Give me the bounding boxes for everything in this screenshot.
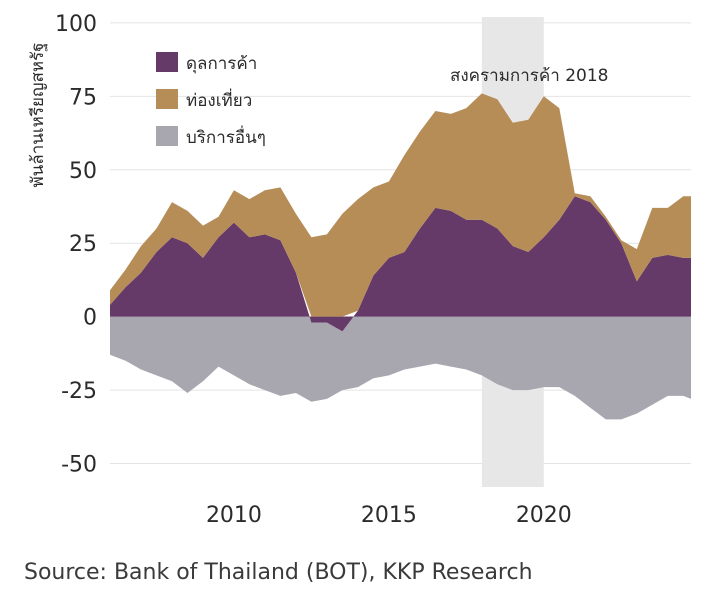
x-axis-ticks: 2010 2015 2020 [206,503,572,528]
y-tick-label: 0 [83,306,97,331]
x-tick-label: 2020 [516,503,572,528]
y-tick-label: -50 [61,453,97,478]
y-tick-label: 75 [69,85,97,110]
y-tick-label: -25 [61,379,97,404]
y-axis-label: พันล้านเหรียญสหรัฐ [28,42,48,187]
series-other-services-area [110,316,691,420]
y-tick-label: 100 [55,12,97,37]
legend-label: บริการอื่นๆ [186,125,266,148]
series-trade-balance-area [110,196,691,332]
trade-war-annotation: สงครามการค้า 2018 [450,66,609,86]
y-tick-label: 50 [69,159,97,184]
legend-label: ดุลการค้า [186,54,257,74]
legend-swatch [156,52,178,72]
legend-label: ท่องเที่ยว [186,88,252,111]
legend-swatch [156,126,178,146]
area-series [110,93,691,420]
x-tick-label: 2015 [361,503,417,528]
y-tick-label: 25 [69,232,97,257]
y-axis-ticks: -50 -25 0 25 50 75 100 [55,12,97,478]
legend-swatch [156,89,178,109]
stacked-area-chart: -50 -25 0 25 50 75 100 2010 2015 2020 สงครามการค… [28,12,691,528]
series-tourism-area [110,93,691,317]
x-tick-label: 2010 [206,503,262,528]
source-note: Source: Bank of Thailand (BOT), KKP Rese… [24,560,533,585]
